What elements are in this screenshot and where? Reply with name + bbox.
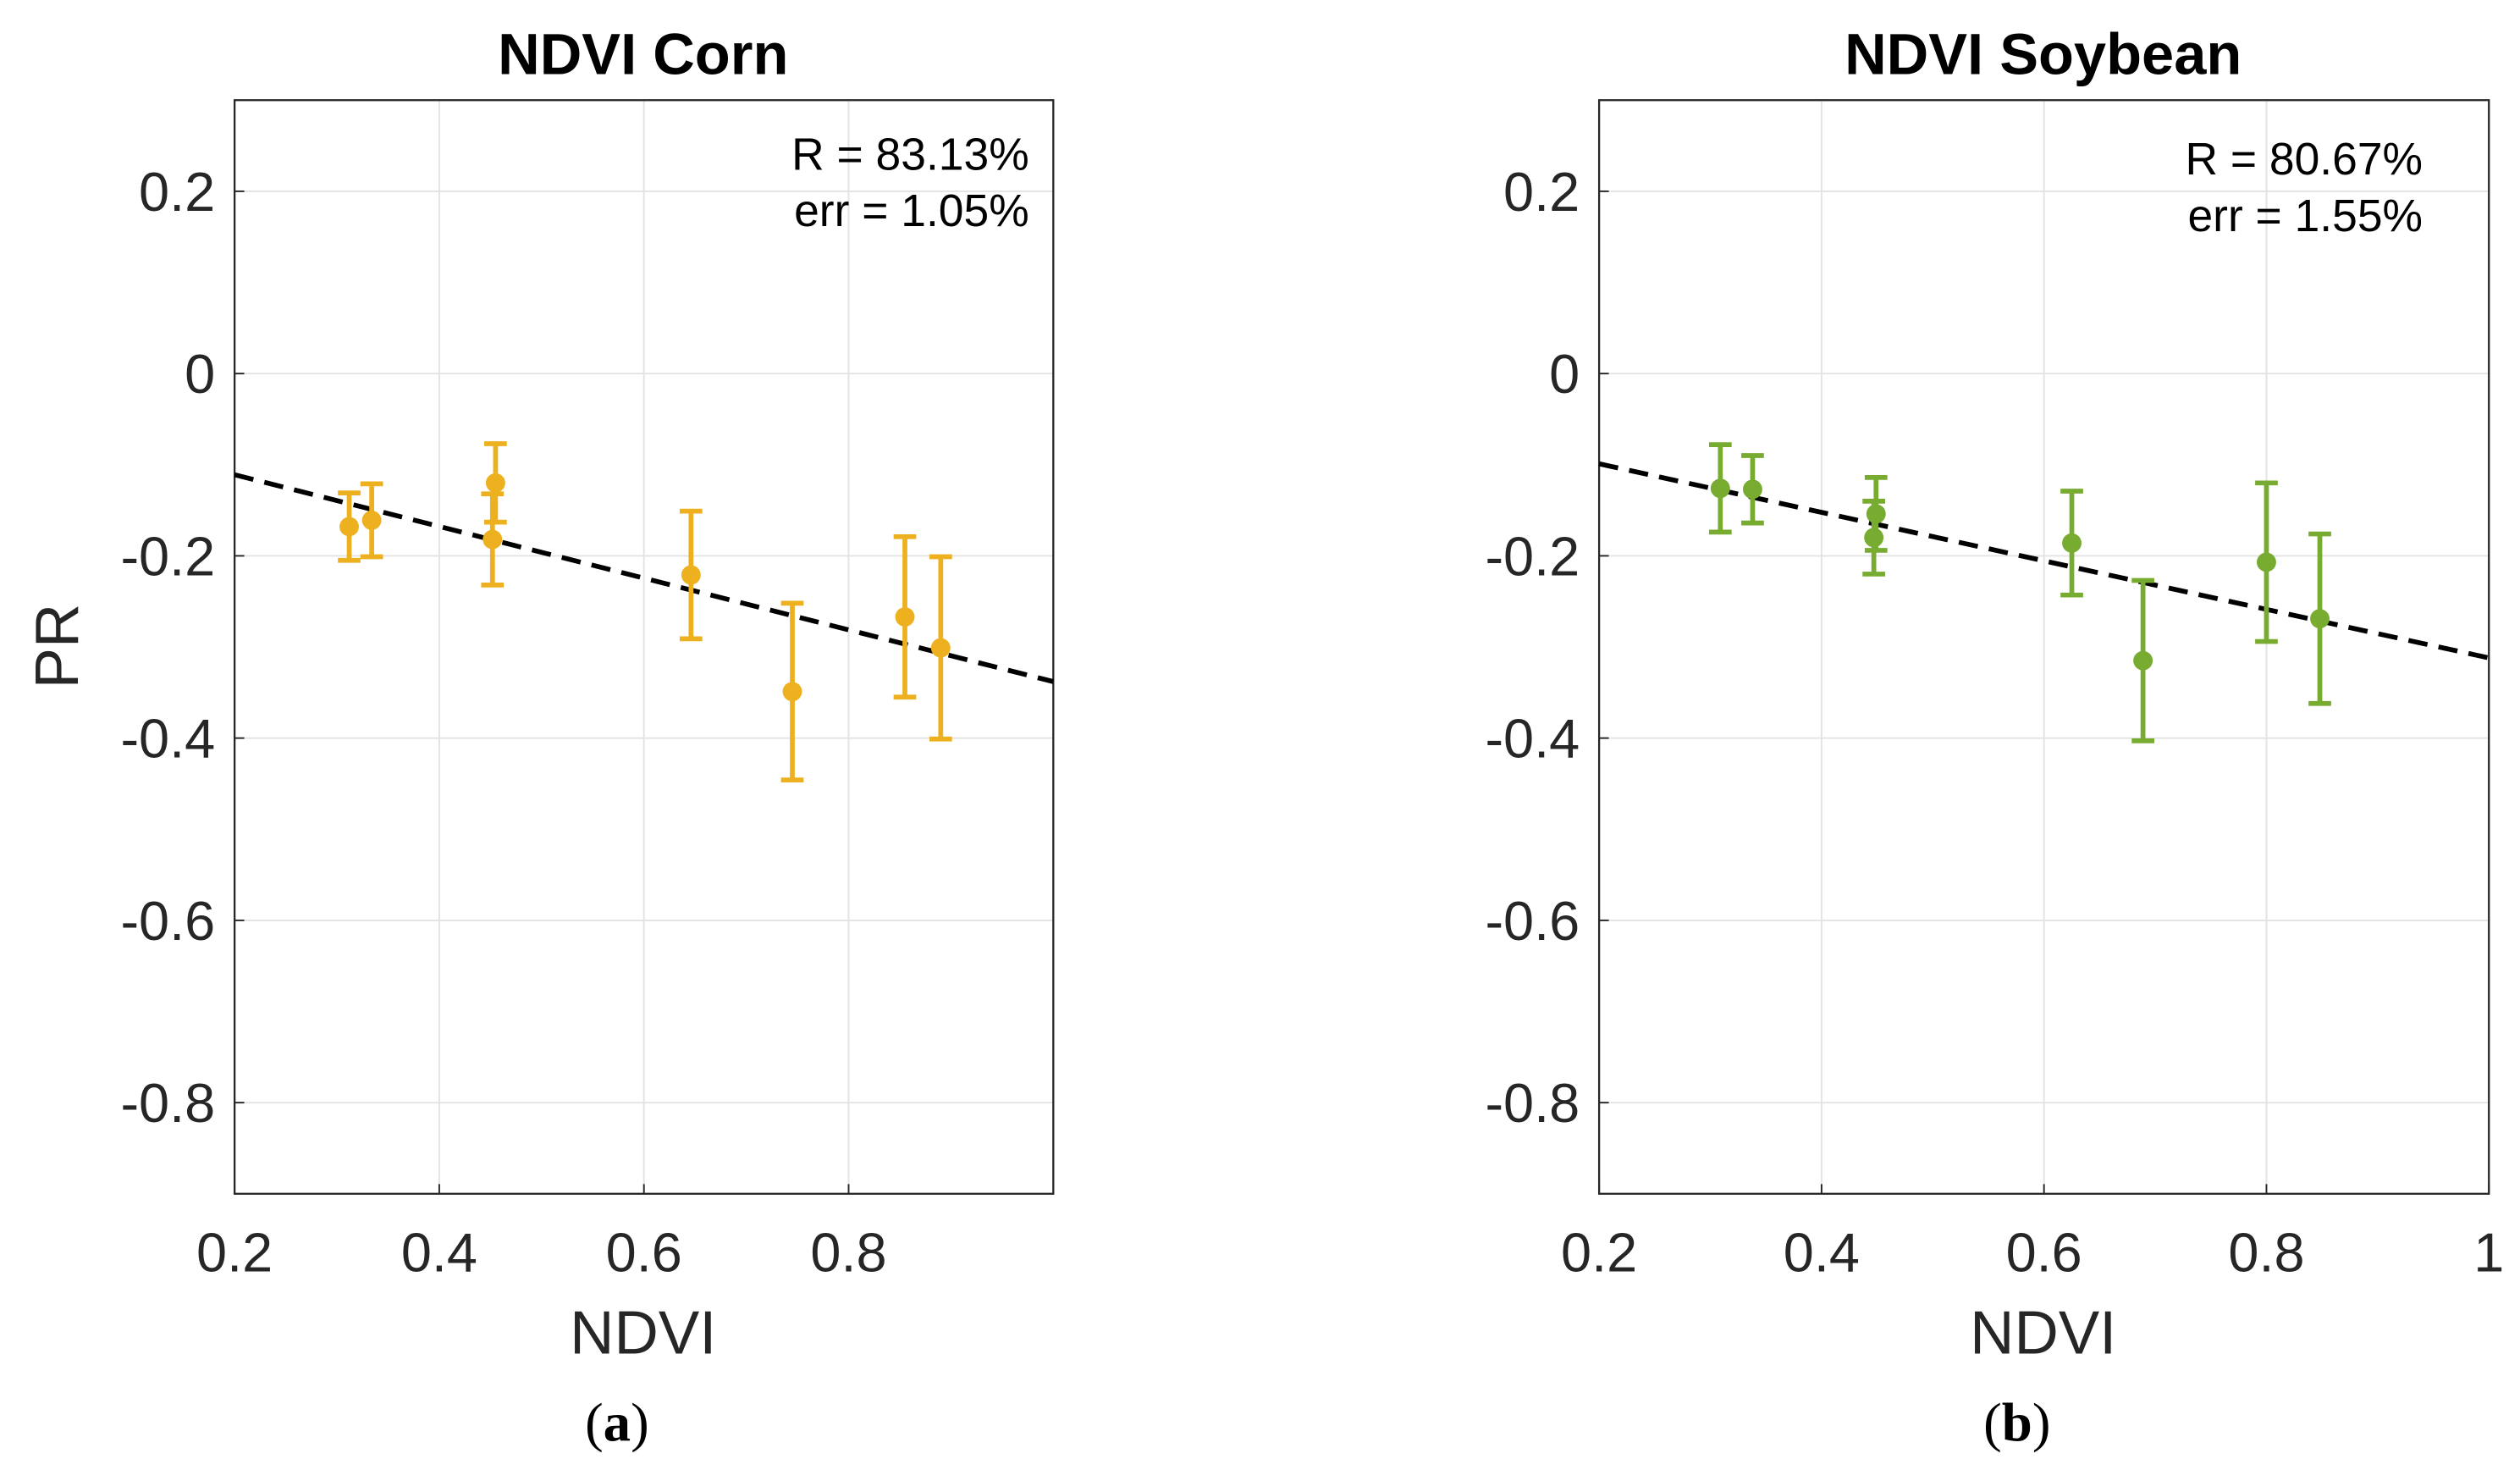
data-point-group: [780, 600, 804, 783]
data-point: [782, 682, 802, 702]
chart-title: NDVI Corn: [498, 22, 788, 87]
data-point: [1710, 478, 1730, 499]
annotation-r: R = 80.67%: [2185, 135, 2423, 185]
panel-label: (a): [585, 1393, 649, 1454]
y-axis-label: PR: [23, 604, 91, 689]
annotation-err: err = 1.05%: [794, 186, 1029, 236]
y-tick-label: 0: [185, 343, 215, 405]
data-point-group: [1708, 442, 1732, 535]
plot-area: 0.2 0.4 0.6 0.8 0.2 0 -0.2 -0.4 -0.6 -0.8: [120, 99, 1055, 1283]
data-point-group: [893, 533, 917, 700]
x-tick-label: 0.2: [1561, 1221, 1637, 1283]
axes-frame: [233, 99, 1055, 1195]
data-point: [482, 529, 503, 550]
data-point: [2257, 552, 2276, 572]
x-tick-label: 0.6: [606, 1221, 682, 1283]
data-point-group: [1741, 453, 1764, 526]
annotation-r: R = 83.13%: [791, 130, 1029, 180]
axes-frame: [1597, 99, 2490, 1195]
data-point: [930, 638, 951, 658]
y-tick-label: 0: [1549, 343, 1580, 405]
data-point: [2062, 533, 2082, 553]
data-point-group: [1862, 498, 1886, 577]
x-tick-label: 1: [2473, 1221, 2504, 1283]
data-point: [339, 517, 359, 537]
data-point-group: [2255, 480, 2278, 644]
chart-soybean: 0.2 0.4 0.6 0.8 1 0.2 0 -0.2 -0.4 -0.6 -0.8 NDVI S…: [1485, 22, 2504, 1454]
data-point-group: [481, 491, 505, 588]
data-point-group: [929, 554, 952, 742]
y-tick-label: -0.8: [120, 1072, 215, 1134]
annotation-err: err = 1.55%: [2187, 191, 2423, 241]
x-axis-label: NDVI: [1970, 1299, 2116, 1368]
data-point: [895, 607, 915, 627]
plot-area: 0.2 0.4 0.6 0.8 1 0.2 0 -0.2 -0.4 -0.6 -0.8: [1485, 99, 2504, 1283]
y-tick-label: -0.6: [1485, 890, 1580, 952]
y-tick-label: -0.8: [1485, 1072, 1580, 1134]
data-point: [2133, 650, 2153, 671]
x-axis-label: NDVI: [570, 1299, 716, 1368]
y-tick-label: -0.2: [1485, 525, 1580, 587]
chart-corn: 0.2 0.4 0.6 0.8 0.2 0 -0.2 -0.4 -0.6 -0.8 NDVI Co…: [23, 22, 1055, 1454]
y-tick-label: -0.4: [120, 708, 215, 770]
panel-label: (b): [1983, 1393, 2050, 1454]
y-tick-label: 0.2: [1503, 161, 1580, 223]
x-tick-label: 0.8: [2228, 1221, 2304, 1283]
y-tick-label: 0.2: [139, 161, 215, 223]
data-point: [1864, 528, 1884, 548]
x-tick-label: 0.6: [2006, 1221, 2082, 1283]
data-point-group: [2308, 531, 2331, 706]
x-tick-label: 0.4: [1784, 1221, 1860, 1283]
panel-letter: a: [604, 1393, 631, 1454]
chart-title: NDVI Soybean: [1845, 22, 2242, 87]
x-tick-label: 0.8: [810, 1221, 886, 1283]
data-point-group: [679, 508, 703, 642]
data-point-group: [484, 441, 507, 525]
data-point-group: [338, 490, 361, 563]
y-tick-label: -0.4: [1485, 708, 1580, 770]
y-tick-label: -0.2: [120, 525, 215, 587]
x-tick-label: 0.2: [196, 1221, 273, 1283]
data-point-group: [2060, 489, 2083, 598]
data-point: [1742, 479, 1762, 500]
data-point: [681, 565, 701, 585]
data-point-group: [2131, 578, 2154, 743]
x-tick-label: 0.4: [401, 1221, 477, 1283]
data-point-group: [360, 481, 383, 560]
data-point: [361, 510, 382, 530]
data-point: [485, 472, 505, 493]
panel-letter: b: [2002, 1393, 2032, 1454]
y-tick-label: -0.6: [120, 890, 215, 952]
data-point: [2310, 609, 2330, 629]
